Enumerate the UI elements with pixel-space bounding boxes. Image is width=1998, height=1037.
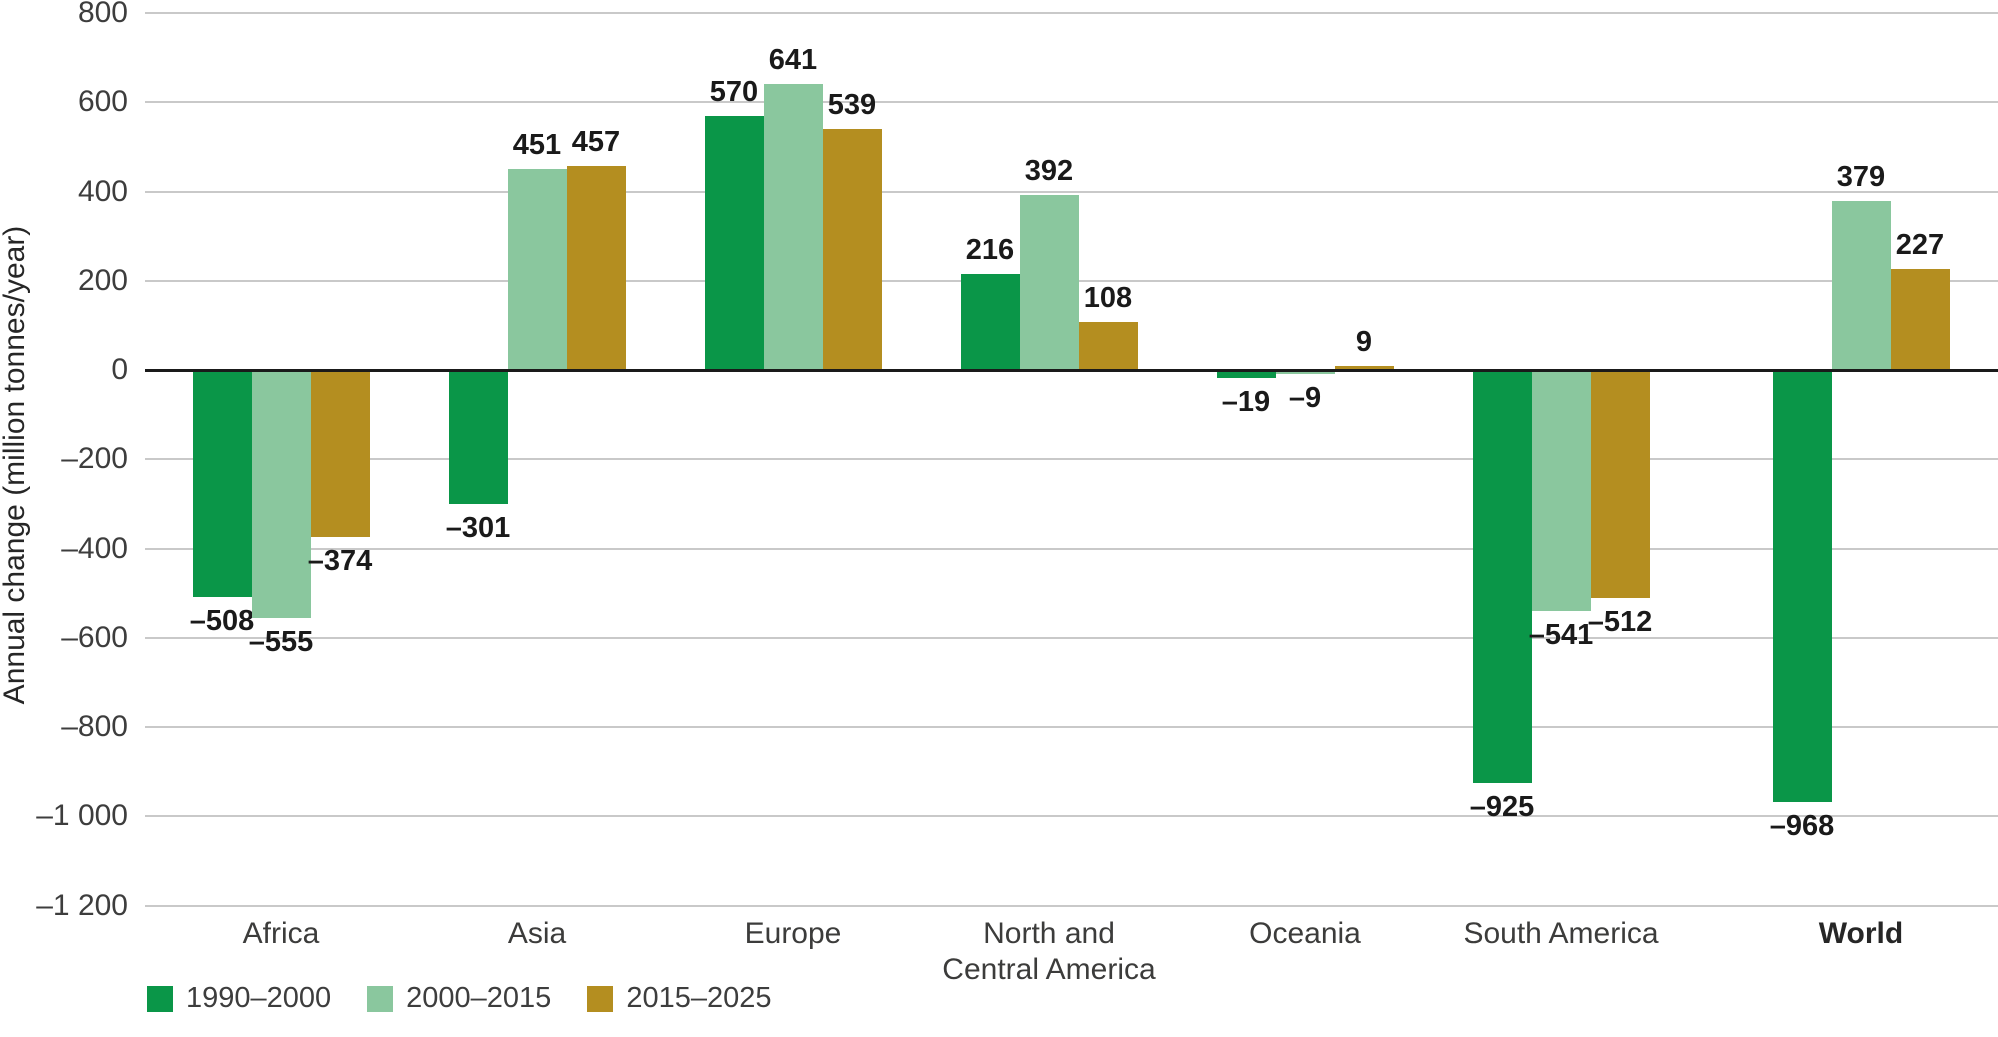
bar-value-label: 216 bbox=[965, 233, 1015, 266]
bar-value-label: –968 bbox=[1769, 809, 1835, 842]
bar-value-label: 379 bbox=[1836, 160, 1886, 193]
y-tick-label: –800 bbox=[61, 710, 128, 743]
bar-value-label: 9 bbox=[1355, 325, 1373, 358]
gridline bbox=[145, 636, 1998, 639]
bar-value-label: –19 bbox=[1221, 386, 1271, 419]
zero-axis-line bbox=[145, 369, 1998, 372]
bar bbox=[251, 370, 311, 618]
category-label: Europe bbox=[744, 917, 842, 950]
bar bbox=[1334, 365, 1394, 370]
legend-label: 1990–2000 bbox=[186, 982, 332, 1014]
y-tick-label: –1 000 bbox=[36, 799, 128, 833]
bar bbox=[822, 129, 882, 370]
bar-value-label: –301 bbox=[445, 512, 511, 545]
legend-item: 2000–2015 bbox=[367, 982, 551, 1015]
bar bbox=[1890, 268, 1950, 370]
category-label: World bbox=[1818, 917, 1904, 950]
legend-item: 2015–2025 bbox=[587, 982, 771, 1015]
y-tick-label: 400 bbox=[77, 174, 128, 208]
legend-swatch bbox=[367, 985, 394, 1012]
bar bbox=[1019, 195, 1079, 370]
y-tick-label: 600 bbox=[77, 85, 128, 119]
y-tick-label: –600 bbox=[61, 620, 128, 654]
bar bbox=[1216, 370, 1276, 379]
bar bbox=[1531, 370, 1591, 612]
bar bbox=[1772, 370, 1832, 802]
bar-value-label: –555 bbox=[248, 625, 314, 658]
bar bbox=[507, 168, 567, 370]
bar bbox=[1275, 370, 1335, 375]
bar-value-label: 539 bbox=[827, 89, 877, 122]
y-tick-label: 200 bbox=[77, 263, 128, 297]
bar-value-label: 570 bbox=[709, 75, 759, 108]
bar bbox=[1590, 370, 1650, 599]
y-tick-label: –1 200 bbox=[36, 888, 128, 922]
gridline bbox=[145, 815, 1998, 818]
y-tick-label: 800 bbox=[77, 0, 128, 29]
legend-item: 1990–2000 bbox=[147, 982, 331, 1015]
legend-swatch bbox=[147, 985, 173, 1012]
bar-value-label: –374 bbox=[307, 544, 373, 577]
legend-label: 2015–2025 bbox=[626, 982, 772, 1014]
bar-value-label: 641 bbox=[768, 43, 818, 76]
category-label: South America bbox=[1463, 917, 1659, 950]
legend-label: 2000–2015 bbox=[406, 982, 552, 1014]
category-label: Africa bbox=[242, 917, 320, 950]
y-tick-label: –400 bbox=[61, 531, 128, 565]
bar bbox=[192, 370, 252, 597]
bar bbox=[566, 166, 626, 370]
gridline bbox=[145, 904, 1998, 907]
bar-value-label: 451 bbox=[512, 128, 562, 161]
bar bbox=[1831, 200, 1891, 370]
gridline bbox=[145, 101, 1998, 104]
category-label: North and Central America bbox=[942, 917, 1156, 986]
bar bbox=[1472, 370, 1532, 783]
bar-value-label: 457 bbox=[571, 126, 621, 159]
y-tick-label: 0 bbox=[111, 353, 128, 386]
bar bbox=[763, 83, 823, 370]
category-label: Asia bbox=[507, 917, 567, 950]
legend: 1990–2000 2000–2015 2015–2025 bbox=[147, 982, 771, 1015]
gridline bbox=[145, 726, 1998, 728]
bar-value-label: –508 bbox=[189, 604, 255, 637]
bar-value-label: 108 bbox=[1083, 281, 1133, 314]
bar-value-label: –9 bbox=[1288, 382, 1322, 415]
category-label: Oceania bbox=[1249, 917, 1361, 950]
y-tick-label: –200 bbox=[61, 442, 128, 476]
bar-value-label: –925 bbox=[1469, 790, 1535, 823]
gridline bbox=[145, 12, 1998, 14]
gridline bbox=[145, 190, 1998, 193]
bar bbox=[310, 370, 370, 537]
legend-swatch bbox=[587, 985, 614, 1012]
bar-value-label: 227 bbox=[1895, 228, 1945, 261]
bar-value-label: –541 bbox=[1528, 619, 1594, 652]
bar bbox=[704, 115, 764, 370]
gridline bbox=[145, 458, 1998, 461]
bar bbox=[960, 273, 1020, 370]
bar bbox=[448, 370, 508, 505]
bar-value-label: 392 bbox=[1024, 155, 1074, 188]
bar-value-label: –512 bbox=[1587, 606, 1653, 639]
bar bbox=[1078, 321, 1138, 370]
gridline bbox=[145, 547, 1998, 550]
